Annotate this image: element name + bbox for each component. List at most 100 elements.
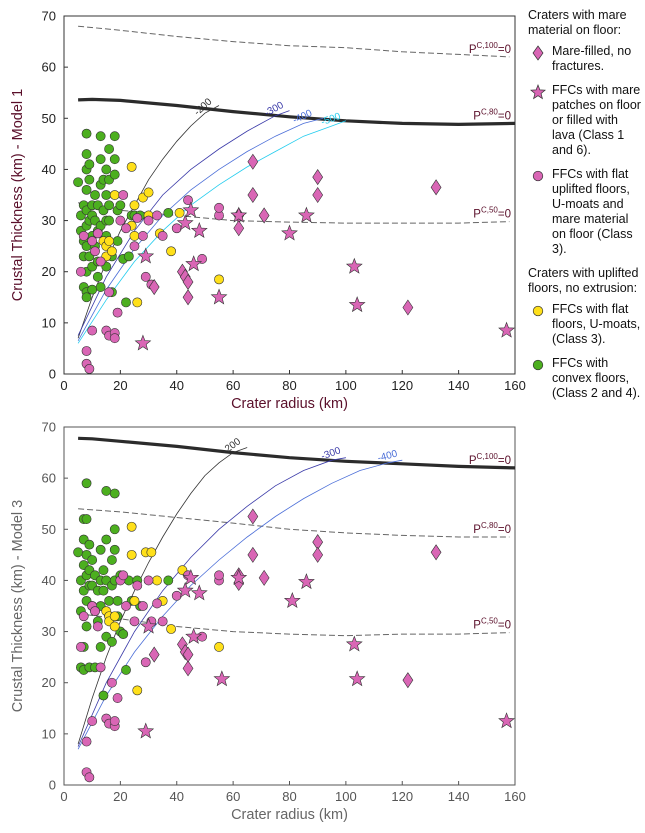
data-point-circle bbox=[140, 657, 151, 668]
data-point-circle bbox=[104, 595, 114, 606]
y-tick-label: 60 bbox=[42, 471, 56, 486]
y-tick-label: 70 bbox=[42, 9, 56, 24]
data-point-circle bbox=[81, 478, 92, 489]
star-marker-icon bbox=[530, 84, 546, 100]
data-point-star bbox=[176, 581, 194, 598]
axes-frame bbox=[63, 15, 516, 375]
pc-curve-label: PC,50=0 bbox=[473, 206, 511, 221]
x-tick-label: 80 bbox=[282, 789, 296, 804]
data-point-circle bbox=[90, 606, 100, 617]
y-tick-label: 10 bbox=[42, 726, 56, 741]
data-point-circle bbox=[123, 251, 134, 262]
data-point-circle bbox=[76, 642, 86, 652]
data-point-circle bbox=[197, 631, 208, 642]
data-point-circle bbox=[95, 131, 106, 142]
data-point-star bbox=[348, 296, 366, 313]
x-tick-label: 40 bbox=[170, 789, 184, 804]
data-point-star bbox=[137, 247, 155, 264]
data-point-circle bbox=[107, 677, 117, 688]
data-point-star bbox=[498, 712, 515, 729]
x-axis-label: Crater radius (km) bbox=[231, 396, 348, 412]
x-tick-label: 0 bbox=[60, 789, 67, 804]
plot-area bbox=[73, 25, 515, 374]
data-point-circle bbox=[129, 616, 140, 627]
x-tick-label: 20 bbox=[113, 378, 127, 393]
data-point-circle bbox=[90, 246, 100, 257]
x-tick-label: 100 bbox=[335, 789, 357, 804]
data-point-circle bbox=[140, 271, 151, 282]
legend-group-mare-title: Craters with mare material on floor: bbox=[528, 8, 627, 37]
data-point-circle bbox=[112, 693, 123, 703]
data-point-star bbox=[297, 206, 315, 223]
data-point-circle bbox=[109, 488, 120, 499]
contour-line bbox=[77, 447, 248, 745]
data-point-circle bbox=[115, 200, 126, 211]
data-point-circle bbox=[95, 256, 106, 267]
data-point-circle bbox=[126, 161, 137, 172]
data-point-circle bbox=[95, 282, 106, 292]
data-point-diamond bbox=[182, 273, 194, 290]
data-point-circle bbox=[107, 555, 117, 565]
data-point-circle bbox=[109, 716, 120, 726]
legend-label: FFCs with convex floors, (Class 2 and 4)… bbox=[552, 356, 641, 400]
data-point-circle bbox=[157, 616, 168, 627]
data-point-diamond bbox=[182, 660, 194, 677]
x-tick-label: 120 bbox=[391, 789, 413, 804]
x-tick-label: 60 bbox=[226, 789, 240, 804]
data-point-circle bbox=[183, 195, 193, 206]
data-point-circle bbox=[138, 231, 148, 241]
data-point-circle bbox=[143, 187, 154, 198]
data-point-circle bbox=[101, 486, 112, 496]
data-point-diamond bbox=[247, 546, 259, 563]
circle-marker-icon bbox=[532, 170, 544, 182]
data-point-circle bbox=[214, 570, 224, 581]
data-point-circle bbox=[81, 184, 92, 195]
data-point-circle bbox=[104, 287, 114, 298]
x-tick-label: 60 bbox=[226, 378, 240, 393]
legend-item-ffc-mare-patches: FFCs with mare patches on floor or fille… bbox=[528, 83, 643, 158]
contour-line bbox=[77, 120, 347, 344]
data-point-circle bbox=[121, 297, 131, 308]
pc-curve-label: PC,50=0 bbox=[473, 617, 511, 632]
data-point-circle bbox=[76, 266, 86, 277]
data-point-star bbox=[182, 201, 200, 218]
data-point-circle bbox=[214, 642, 224, 652]
data-point-circle bbox=[92, 621, 103, 632]
y-tick-label: 30 bbox=[42, 213, 56, 228]
pc-curve-label: PC,80=0 bbox=[473, 521, 511, 536]
data-point-circle bbox=[78, 611, 89, 622]
data-point-circle bbox=[107, 246, 117, 257]
data-point-circle bbox=[81, 736, 92, 747]
data-point-diamond bbox=[430, 544, 442, 561]
data-point-circle bbox=[81, 292, 92, 303]
legend-label: FFCs with mare patches on floor or fille… bbox=[552, 83, 641, 157]
data-point-circle bbox=[152, 598, 162, 609]
data-point-circle bbox=[214, 202, 224, 213]
data-point-diamond bbox=[402, 672, 414, 689]
legend-item-ffc-flat: FFCs with flat floors, U-moats, (Class 3… bbox=[528, 302, 643, 347]
data-point-circle bbox=[132, 297, 143, 308]
contour-label: -400 bbox=[376, 448, 399, 464]
data-point-circle bbox=[112, 595, 123, 606]
data-point-circle bbox=[107, 636, 117, 647]
y-tick-label: 40 bbox=[42, 573, 56, 588]
data-point-star bbox=[345, 257, 363, 274]
data-point-circle bbox=[101, 190, 112, 200]
data-point-circle bbox=[121, 601, 131, 611]
data-point-circle bbox=[163, 207, 174, 218]
data-point-circle bbox=[129, 200, 140, 211]
circle-marker-icon bbox=[532, 359, 544, 371]
y-tick-label: 0 bbox=[49, 367, 56, 382]
y-tick-label: 50 bbox=[42, 111, 56, 126]
y-tick-label: 50 bbox=[42, 522, 56, 537]
data-point-star bbox=[213, 670, 231, 687]
data-point-diamond bbox=[258, 207, 270, 224]
data-point-circle bbox=[87, 716, 98, 726]
pc-curve-line bbox=[78, 436, 515, 470]
data-point-circle bbox=[118, 190, 129, 200]
data-point-circle bbox=[112, 236, 123, 246]
legend-label: Mare-filled, no fractures. bbox=[552, 44, 632, 73]
data-point-diamond bbox=[312, 186, 324, 204]
data-point-diamond bbox=[247, 153, 259, 170]
